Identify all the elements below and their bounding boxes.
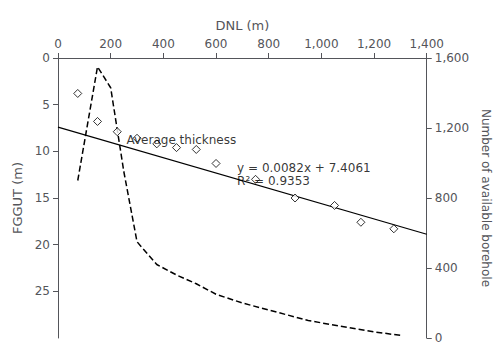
svg-text:DNL (m): DNL (m) xyxy=(215,18,269,33)
svg-text:400: 400 xyxy=(435,261,458,275)
svg-text:1,200: 1,200 xyxy=(357,37,391,51)
svg-text:0: 0 xyxy=(435,331,443,345)
svg-text:Average thickness: Average thickness xyxy=(126,133,236,147)
svg-text:R² = 0.9353: R² = 0.9353 xyxy=(237,174,310,188)
svg-text:400: 400 xyxy=(152,37,175,51)
svg-text:10: 10 xyxy=(35,144,50,158)
svg-text:0: 0 xyxy=(54,37,62,51)
svg-text:1,600: 1,600 xyxy=(435,51,469,65)
svg-text:FGGUT (m): FGGUT (m) xyxy=(10,162,25,234)
svg-text:Number of available borehole: Number of available borehole xyxy=(479,109,493,287)
svg-text:1,400: 1,400 xyxy=(410,37,444,51)
svg-text:1,200: 1,200 xyxy=(435,121,469,135)
svg-text:200: 200 xyxy=(99,37,122,51)
svg-text:800: 800 xyxy=(435,191,458,205)
svg-text:600: 600 xyxy=(205,37,228,51)
svg-text:1,000: 1,000 xyxy=(304,37,338,51)
svg-text:y = 0.0082x + 7.4061: y = 0.0082x + 7.4061 xyxy=(237,161,371,175)
svg-text:0: 0 xyxy=(42,51,50,65)
svg-text:20: 20 xyxy=(35,238,50,252)
svg-text:25: 25 xyxy=(35,284,50,298)
svg-text:800: 800 xyxy=(257,37,280,51)
svg-text:5: 5 xyxy=(42,98,50,112)
svg-text:15: 15 xyxy=(35,191,50,205)
